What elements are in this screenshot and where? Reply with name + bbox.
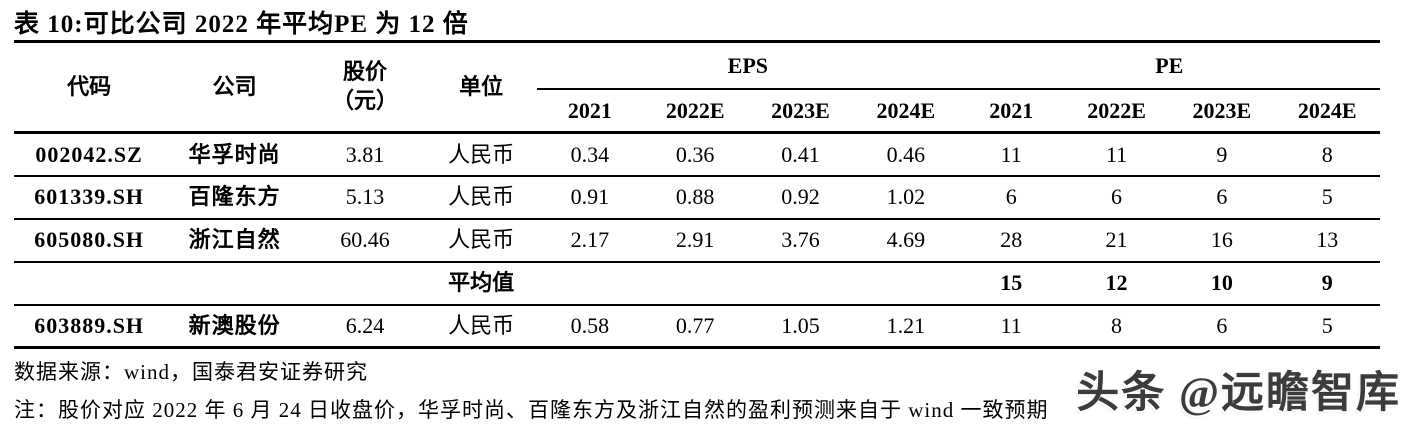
cell-eps-2021: 0.34 — [537, 132, 643, 177]
cell-pe-2024e: 5 — [1274, 304, 1380, 349]
cell-eps-2022e: 2.91 — [642, 218, 748, 263]
footnote-text: 注：股价对应 2022 年 6 月 24 日收盘价，华孚时尚、百隆东方及浙江自然… — [14, 398, 1049, 422]
cell-pe-2021: 11 — [958, 132, 1064, 177]
eps-year-2021: 2021 — [537, 88, 643, 134]
group-header-eps: EPS — [537, 41, 959, 90]
comparable-companies-table: 代码 公司 股价 （元） 单位 EPS PE 2021 2022E 2023E … — [14, 40, 1380, 349]
cell-eps-2024e: 0.46 — [853, 132, 959, 177]
cell-pe-2022e: 6 — [1063, 175, 1170, 220]
cell-eps-2023e: 0.41 — [747, 132, 854, 177]
cell-unit: 人民币 — [425, 304, 538, 349]
cell-company: 浙江自然 — [164, 218, 305, 263]
cell-company: 新澳股份 — [164, 304, 305, 349]
cell-unit: 人民币 — [425, 175, 538, 220]
cell-eps-2023e — [747, 261, 854, 306]
cell-eps-2024e: 4.69 — [853, 218, 959, 263]
cell-code: 605080.SH — [14, 218, 165, 263]
cell-pe-2022e: 21 — [1063, 218, 1170, 263]
cell-price: 60.46 — [304, 218, 426, 263]
cell-code — [14, 261, 165, 306]
col-header-company: 公司 — [164, 41, 305, 134]
average-row: 平均值 15 12 10 9 — [14, 261, 1380, 306]
cell-pe-2023e: 6 — [1169, 304, 1275, 349]
eps-year-2024e: 2024E — [853, 88, 959, 134]
data-source-text: 数据来源：wind，国泰君安证券研究 — [14, 360, 368, 384]
price-label-line2: （元） — [332, 88, 399, 113]
cell-pe-2024e: 8 — [1274, 132, 1380, 177]
cell-pe-2021: 15 — [958, 261, 1064, 306]
cell-unit: 平均值 — [425, 261, 538, 306]
col-header-price: 股价 （元） — [304, 41, 426, 134]
cell-pe-2021: 11 — [958, 304, 1064, 349]
cell-unit: 人民币 — [425, 218, 538, 263]
cell-eps-2023e: 3.76 — [747, 218, 854, 263]
col-header-unit: 单位 — [425, 41, 538, 134]
table-title: 表 10:可比公司 2022 年平均PE 为 12 倍 — [14, 11, 469, 38]
cell-pe-2024e: 5 — [1274, 175, 1380, 220]
cell-pe-2021: 28 — [958, 218, 1064, 263]
cell-eps-2023e: 0.92 — [747, 175, 854, 220]
table-row: 603889.SH 新澳股份 6.24 人民币 0.58 0.77 1.05 1… — [14, 304, 1380, 349]
cell-eps-2024e: 1.02 — [853, 175, 959, 220]
cell-company — [164, 261, 305, 306]
cell-pe-2021: 6 — [958, 175, 1064, 220]
cell-price: 6.24 — [304, 304, 426, 349]
header-years-row: 2021 2022E 2023E 2024E 2021 2022E 2023E … — [14, 88, 1380, 134]
cell-price: 5.13 — [304, 175, 426, 220]
cell-eps-2021: 0.58 — [537, 304, 643, 349]
cell-price — [304, 261, 426, 306]
cell-pe-2024e: 13 — [1274, 218, 1380, 263]
cell-code: 601339.SH — [14, 175, 165, 220]
cell-eps-2024e: 1.21 — [853, 304, 959, 349]
cell-company: 百隆东方 — [164, 175, 305, 220]
cell-pe-2023e: 16 — [1169, 218, 1275, 263]
cell-unit: 人民币 — [425, 132, 538, 177]
cell-eps-2022e — [642, 261, 748, 306]
eps-year-2023e: 2023E — [747, 88, 854, 134]
cell-eps-2024e — [853, 261, 959, 306]
cell-pe-2023e: 6 — [1169, 175, 1275, 220]
eps-year-2022e: 2022E — [642, 88, 748, 134]
table-row: 601339.SH 百隆东方 5.13 人民币 0.91 0.88 0.92 1… — [14, 175, 1380, 220]
cell-eps-2022e: 0.77 — [642, 304, 748, 349]
cell-eps-2022e: 0.36 — [642, 132, 748, 177]
cell-pe-2022e: 8 — [1063, 304, 1170, 349]
pe-year-2021: 2021 — [958, 88, 1064, 134]
cell-company: 华孚时尚 — [164, 132, 305, 177]
pe-year-2024e: 2024E — [1274, 88, 1380, 134]
cell-pe-2023e: 10 — [1169, 261, 1275, 306]
cell-pe-2022e: 12 — [1063, 261, 1170, 306]
watermark-text: 头条 @远瞻智库 — [1076, 370, 1401, 417]
table-row: 605080.SH 浙江自然 60.46 人民币 2.17 2.91 3.76 … — [14, 218, 1380, 263]
table-row: 002042.SZ 华孚时尚 3.81 人民币 0.34 0.36 0.41 0… — [14, 132, 1380, 177]
col-header-code: 代码 — [14, 41, 165, 134]
cell-eps-2021: 0.91 — [537, 175, 643, 220]
cell-eps-2022e: 0.88 — [642, 175, 748, 220]
group-header-pe: PE — [958, 41, 1380, 90]
cell-code: 603889.SH — [14, 304, 165, 349]
cell-pe-2022e: 11 — [1063, 132, 1170, 177]
price-label-line1: 股价 — [343, 59, 388, 85]
cell-eps-2021: 2.17 — [537, 218, 643, 263]
cell-eps-2023e: 1.05 — [747, 304, 854, 349]
cell-price: 3.81 — [304, 132, 426, 177]
header-group-row: 代码 公司 股价 （元） 单位 EPS PE — [14, 41, 1380, 134]
pe-year-2023e: 2023E — [1169, 88, 1275, 134]
cell-code: 002042.SZ — [14, 132, 165, 177]
cell-pe-2024e: 9 — [1274, 261, 1380, 306]
cell-eps-2021 — [537, 261, 643, 306]
pe-year-2022e: 2022E — [1063, 88, 1170, 134]
cell-pe-2023e: 9 — [1169, 132, 1275, 177]
